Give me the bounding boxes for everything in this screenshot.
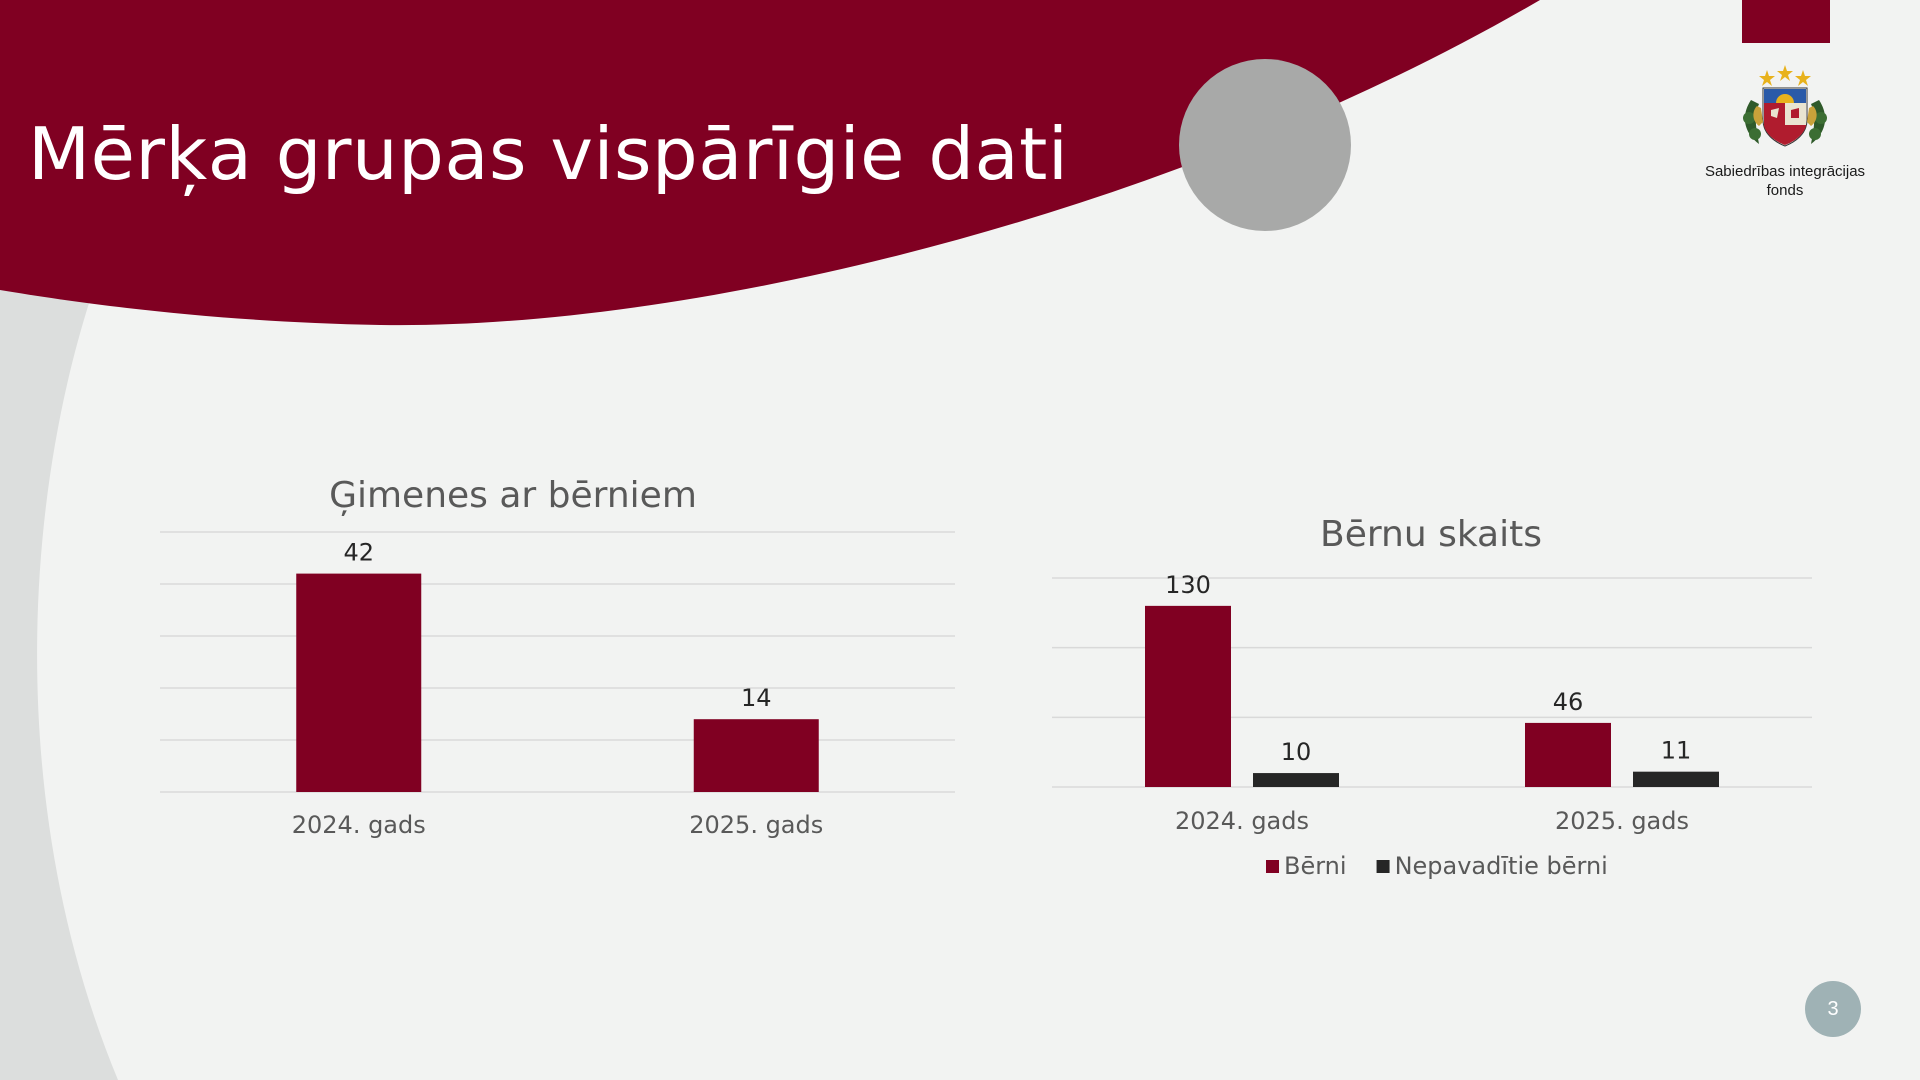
legend-swatch <box>1266 860 1279 873</box>
logo-text-line2: fonds <box>1766 182 1804 199</box>
bar <box>1633 771 1719 787</box>
data-label: 14 <box>741 684 772 712</box>
bar <box>1525 722 1611 787</box>
slide-title: Mērķa grupas vispārīgie dati <box>28 112 1069 196</box>
logo: Sabiedrības integrācijas fonds <box>1690 60 1880 200</box>
gray-circle-decoration <box>1179 59 1351 231</box>
category-label: 2024. gads <box>1175 807 1309 835</box>
logo-text-line1: Sabiedrības integrācijas <box>1704 163 1866 180</box>
legend-label: Bērni <box>1284 852 1347 880</box>
bar <box>296 573 422 792</box>
bar <box>693 719 819 792</box>
data-label: 11 <box>1661 737 1692 765</box>
data-label: 46 <box>1553 688 1584 716</box>
legend-label: Nepavadītie bērni <box>1395 852 1608 880</box>
bar <box>1253 773 1339 787</box>
category-label: 2025. gads <box>689 811 823 839</box>
maroon-header-shape <box>0 0 1540 326</box>
gray-left-arc <box>0 285 118 1080</box>
page-number-badge: 3 <box>1805 981 1861 1037</box>
chart-title: Ģimenes ar bērniem <box>329 475 697 516</box>
category-label: 2025. gads <box>1555 807 1689 835</box>
category-label: 2024. gads <box>292 811 426 839</box>
chart-title: Bērnu skaits <box>1320 514 1542 555</box>
maroon-corner-rect <box>1742 0 1830 43</box>
coat-of-arms-icon <box>1743 65 1827 147</box>
data-label: 42 <box>343 539 374 567</box>
legend-swatch <box>1376 860 1390 873</box>
data-label: 10 <box>1281 738 1312 766</box>
bar <box>1145 605 1231 787</box>
data-label: 130 <box>1165 571 1211 599</box>
